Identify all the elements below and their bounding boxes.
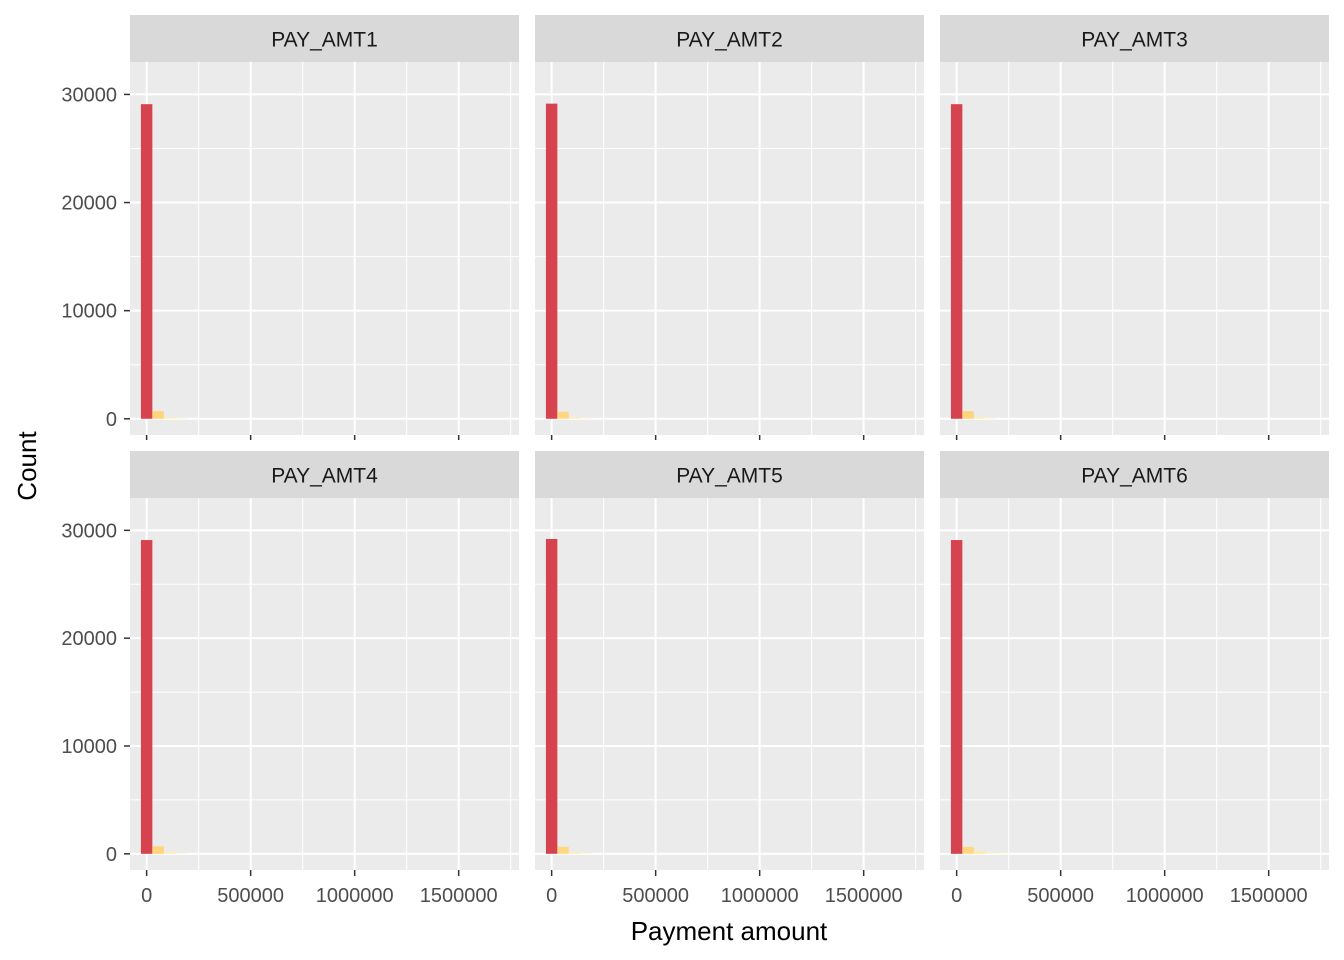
histogram-bar [580, 853, 592, 855]
histogram-bar [175, 853, 187, 855]
histogram-bar [545, 103, 558, 419]
panel-pay-amt1: PAY_AMT1 [130, 15, 519, 435]
histogram-bar [580, 418, 592, 419]
x-tick-label: 1500000 [1230, 885, 1308, 907]
x-axes-bottom-row: 0 500000 1000000 1500000 0 500000 1000000 15000… [141, 435, 1308, 907]
histogram-bar [568, 417, 581, 419]
y-axis-top-row: 0 10000 20000 30000 [61, 84, 130, 431]
y-tick-label: 30000 [61, 84, 117, 106]
histogram-bar [152, 846, 164, 854]
panel-background [535, 62, 924, 435]
panel-pay-amt5: PAY_AMT5 [535, 451, 924, 870]
x-tick-label: 1500000 [420, 885, 498, 907]
histogram-bar [557, 411, 569, 419]
x-tick-label: 1500000 [825, 885, 903, 907]
facet-strip [940, 451, 1329, 498]
panels-layer: PAY_AMT1 PAY_AMT2 PAY_AMT3 PAY_AMT4 PAY_AMT5… [130, 15, 1329, 870]
x-tick-label: 500000 [622, 885, 689, 907]
histogram-bar [973, 417, 986, 419]
facet-strip-label: PAY_AMT2 [676, 29, 783, 52]
x-tick-label: 1000000 [316, 885, 394, 907]
histogram-bar [985, 853, 997, 854]
x-tick-label: 1000000 [721, 885, 799, 907]
facet-strip-label: PAY_AMT5 [676, 465, 783, 488]
histogram-bar [140, 540, 153, 854]
facet-strip [535, 15, 924, 62]
panel-pay-amt2: PAY_AMT2 [535, 15, 924, 435]
histogram-bar [152, 411, 164, 419]
facet-strip [535, 451, 924, 498]
histogram-bar [950, 104, 963, 419]
x-tick-label: 1000000 [1126, 885, 1204, 907]
y-tick-label: 10000 [61, 736, 117, 758]
histogram-bar [568, 852, 581, 854]
y-tick-label: 0 [106, 844, 117, 866]
y-axis-title: Count [12, 431, 42, 501]
y-tick-label: 20000 [61, 628, 117, 650]
histogram-bar [163, 417, 176, 419]
histogram-bar [996, 853, 1009, 855]
panel-background [535, 498, 924, 870]
histogram-bar [545, 538, 558, 854]
y-tick-label: 30000 [61, 520, 117, 542]
x-tick-label: 0 [546, 885, 557, 907]
x-axis-title: Payment amount [631, 916, 828, 946]
x-tick-label: 0 [141, 885, 152, 907]
panel-background [940, 62, 1329, 435]
y-tick-label: 0 [106, 409, 117, 431]
histogram-bar [163, 852, 176, 854]
facet-strip [130, 15, 519, 62]
y-axis-bottom-row: 0 10000 20000 30000 [61, 520, 130, 866]
histogram-bar [557, 846, 569, 854]
histogram-bar [140, 104, 153, 419]
facet-strip [130, 451, 519, 498]
facet-strip-label: PAY_AMT4 [271, 465, 378, 488]
panel-pay-amt6: PAY_AMT6 [940, 451, 1329, 870]
facet-strip-label: PAY_AMT6 [1081, 465, 1188, 488]
histogram-bar [962, 846, 974, 854]
x-tick-label: 500000 [1027, 885, 1094, 907]
y-tick-label: 10000 [61, 301, 117, 323]
panel-pay-amt3: PAY_AMT3 [940, 15, 1329, 435]
x-tick-label: 0 [951, 885, 962, 907]
y-tick-label: 20000 [61, 193, 117, 215]
x-tick-label: 500000 [217, 885, 284, 907]
histogram-bar [962, 411, 974, 419]
histogram-bar [985, 418, 997, 419]
facet-strip-label: PAY_AMT3 [1081, 29, 1188, 52]
panel-background [130, 498, 519, 870]
histogram-bar [973, 851, 986, 854]
histogram-bar [950, 540, 963, 854]
panel-pay-amt4: PAY_AMT4 [130, 451, 519, 870]
panel-background [940, 498, 1329, 870]
histogram-bar [175, 418, 187, 419]
facet-strip-label: PAY_AMT1 [271, 29, 378, 52]
panel-background [130, 62, 519, 435]
facet-strip [940, 15, 1329, 62]
